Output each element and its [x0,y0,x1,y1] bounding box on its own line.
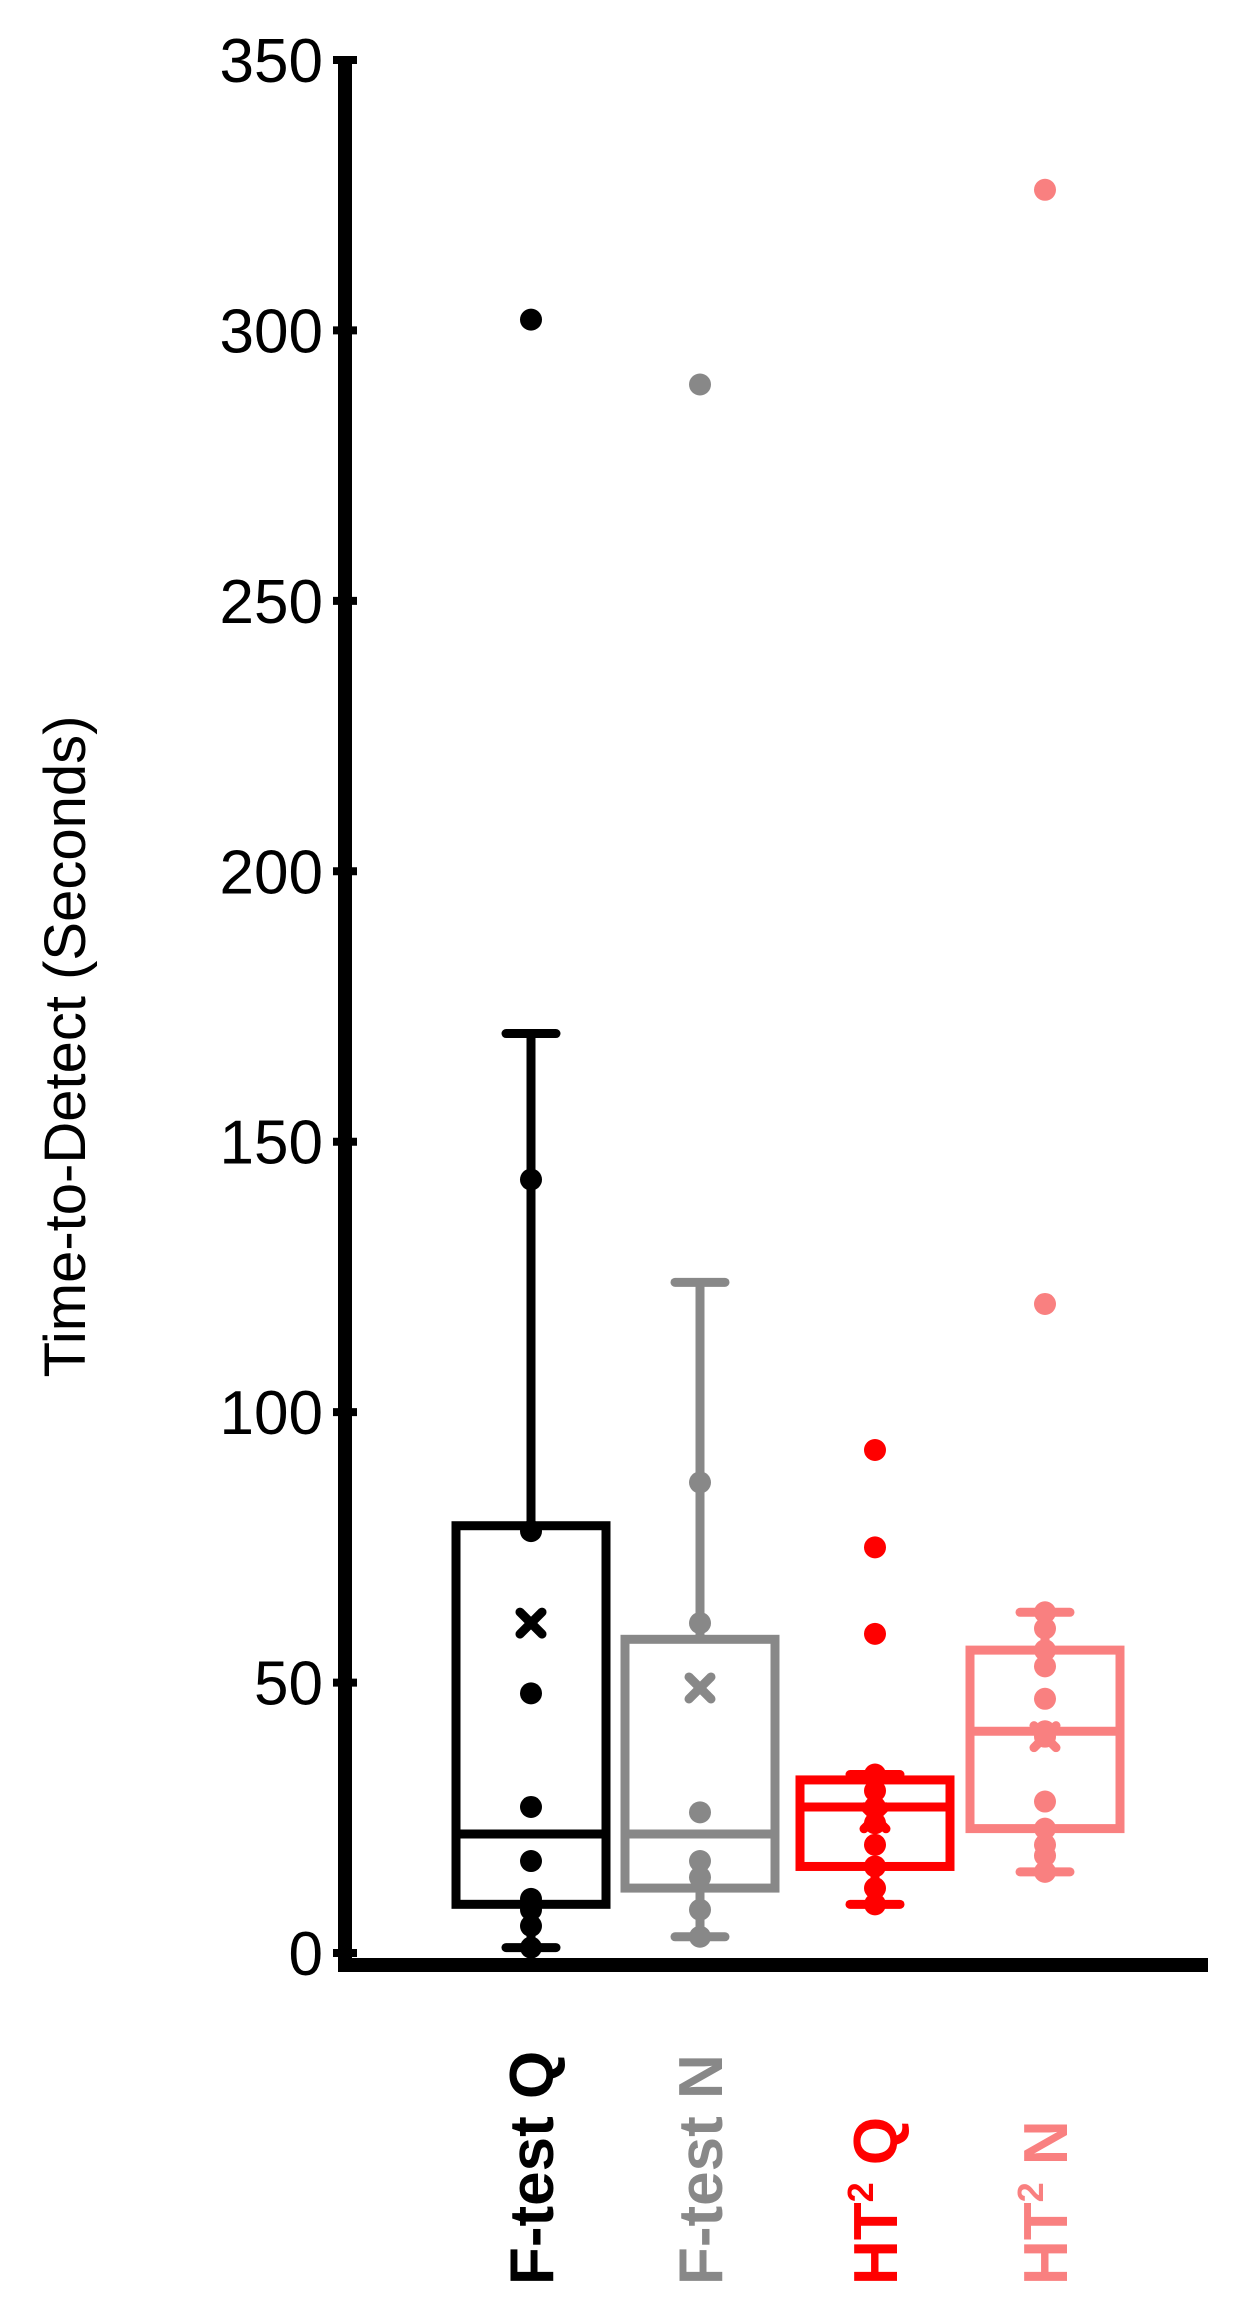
outlier-point [864,1622,886,1645]
data-point [520,1795,542,1818]
x-category-label-tail: N [1012,2120,1081,2182]
mean-marker-stroke [1029,1721,1061,1753]
data-point [1034,1833,1056,1856]
outlier-point [864,1439,886,1462]
y-axis-title-group: Time-to-Detect (Seconds) [33,716,98,1378]
x-category-label-text: F-test N [667,2054,736,2285]
x-category-label-text: HT [842,2202,911,2285]
mean-marker-stroke [515,1607,547,1639]
data-point [520,1914,542,1937]
data-point [864,1833,886,1856]
data-point [1034,1860,1056,1883]
x-category-label-text: F-test Q [498,2051,567,2285]
x-category-label: HT2 N [1010,2120,1081,2285]
mean-marker-stroke [859,1802,891,1834]
iqr-box [451,1521,611,1909]
x-category-label-superscript: 2 [1010,2182,1051,2202]
data-point [520,1168,542,1191]
y-tick-label: 100 [220,1379,323,1448]
outlier-point [1034,178,1056,201]
x-category-label-text: HT [1012,2202,1081,2285]
mean-marker [515,1607,547,1639]
data-point [520,1936,542,1959]
outlier-point [864,1536,886,1559]
y-axis-title: Time-to-Detect (Seconds) [33,716,98,1378]
box-group [620,373,780,1948]
mean-marker-stroke [684,1672,716,1704]
axes-layer [338,56,1208,1972]
data-point [1034,1817,1056,1840]
y-ticks-layer: 0 50 100 150 200 250 300 350 [220,27,357,1989]
data-point [689,1850,711,1873]
y-tick-label: 200 [220,838,323,907]
x-category-label-superscript: 2 [840,2182,881,2202]
mean-marker [684,1672,716,1704]
x-category-label: F-test N [667,2054,736,2285]
data-point [864,1779,886,1802]
mean-marker [1029,1721,1061,1753]
box-group [451,308,611,1959]
data-point [689,1925,711,1948]
y-tick-label: 250 [220,568,323,637]
outlier-point [1034,1292,1056,1315]
data-point [1034,1601,1056,1624]
boxes-layer [451,178,1125,1959]
y-tick-label: 50 [254,1650,323,1719]
outlier-point [689,373,711,396]
x-category-label-tail: Q [842,2117,911,2182]
data-point [864,1893,886,1916]
data-point [689,1801,711,1824]
y-tick-label: 150 [220,1109,323,1178]
x-category-label: F-test Q [498,2051,567,2285]
data-point [1034,1790,1056,1813]
data-point [1034,1639,1056,1662]
data-point [864,1855,886,1878]
data-point [689,1866,711,1889]
mean-marker [859,1802,891,1834]
y-tick-label: 0 [289,1920,323,1989]
data-point [1034,1655,1056,1678]
data-point [689,1612,711,1635]
data-point [1034,1617,1056,1640]
data-point [1034,1687,1056,1710]
y-tick-label: 350 [220,27,323,96]
data-point [520,1682,542,1705]
data-point [689,1471,711,1494]
data-point [689,1898,711,1921]
x-category-label: HT2 Q [840,2117,911,2285]
box-group [795,1439,955,1916]
y-tick-label: 300 [220,297,323,366]
data-point [520,1850,542,1873]
data-point [864,1763,886,1786]
data-point [520,1887,542,1910]
outlier-point [520,308,542,331]
data-point [864,1877,886,1900]
box-group [965,178,1125,1883]
data-point [520,1520,542,1543]
